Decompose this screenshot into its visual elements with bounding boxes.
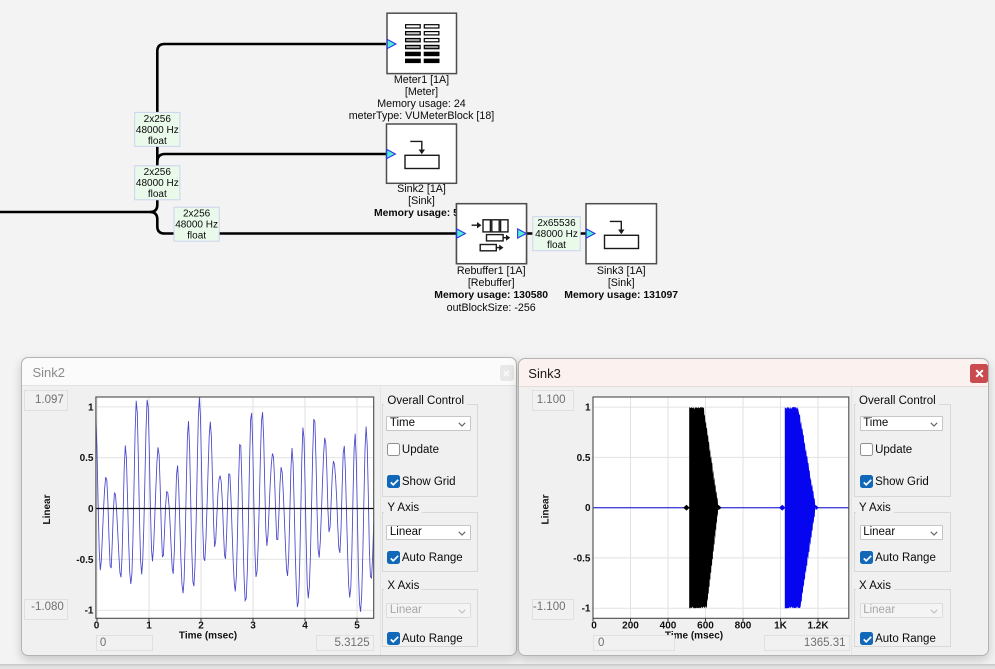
svg-text:48000 Hz: 48000 Hz — [535, 229, 578, 240]
svg-text:2x65536: 2x65536 — [537, 218, 576, 229]
svg-text:float: float — [187, 231, 206, 242]
svg-text:float: float — [148, 189, 167, 200]
svg-text:2x256: 2x256 — [144, 114, 172, 125]
svg-text:48000 Hz: 48000 Hz — [136, 178, 179, 189]
svg-text:48000 Hz: 48000 Hz — [175, 220, 218, 231]
svg-text:float: float — [148, 136, 167, 147]
svg-text:float: float — [547, 240, 566, 251]
svg-text:2x256: 2x256 — [183, 209, 211, 220]
svg-text:2x256: 2x256 — [144, 167, 172, 178]
svg-text:48000 Hz: 48000 Hz — [136, 125, 179, 136]
